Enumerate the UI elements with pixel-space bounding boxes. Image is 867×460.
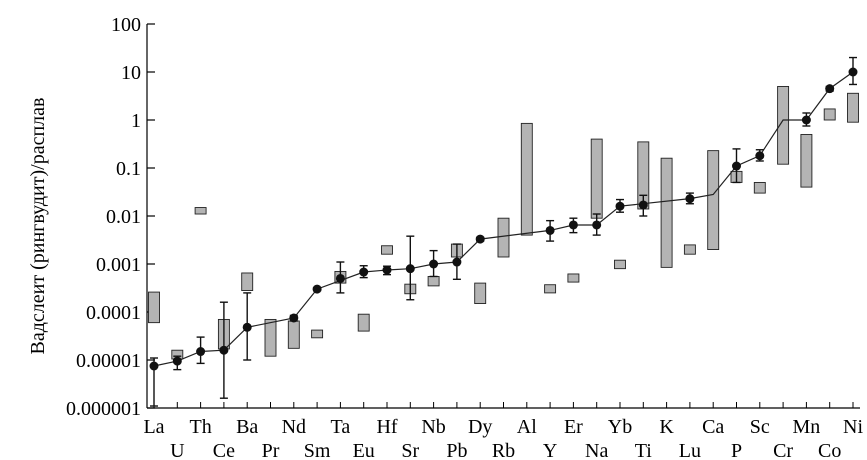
y-axis-title: Вадслеит (рингвудит)/расплав	[27, 98, 49, 355]
range-box	[474, 282, 487, 304]
data-point	[405, 264, 415, 274]
range-box	[660, 157, 673, 268]
data-point	[335, 273, 345, 283]
data-point	[475, 234, 485, 244]
x-tick-label: Co	[818, 440, 841, 460]
range-box	[590, 138, 603, 219]
y-tick-label: 0.0001	[86, 302, 141, 324]
range-box	[823, 108, 836, 121]
range-box	[777, 85, 790, 165]
data-point	[452, 257, 462, 267]
x-tick-label: Na	[585, 440, 608, 460]
x-tick-label: Eu	[353, 440, 375, 460]
data-point	[429, 259, 439, 269]
x-tick-label: Sm	[304, 440, 331, 460]
x-tick-label: Yb	[608, 416, 632, 438]
range-box	[357, 313, 370, 332]
range-box	[520, 122, 533, 236]
x-tick-label: Nb	[421, 416, 445, 438]
x-tick-label: La	[143, 416, 164, 438]
range-box	[381, 245, 393, 255]
data-point	[545, 225, 555, 235]
data-point	[149, 361, 159, 371]
x-tick-label: Rb	[492, 440, 515, 460]
y-tick-label: 0.01	[106, 206, 141, 228]
x-tick-label: Y	[543, 440, 557, 460]
range-box	[847, 92, 859, 123]
x-tick-label: Ni	[843, 416, 863, 438]
range-box	[614, 259, 626, 270]
y-tick-label: 10	[121, 62, 141, 84]
range-box	[311, 329, 324, 339]
data-point	[219, 345, 229, 355]
data-point	[755, 151, 765, 161]
x-tick-label: P	[731, 440, 742, 460]
data-point	[359, 267, 369, 277]
data-point	[312, 284, 322, 294]
data-point	[638, 200, 648, 210]
data-point	[825, 84, 835, 94]
y-tick-label: 1	[131, 110, 141, 132]
x-tick-label: Sr	[401, 440, 419, 460]
x-tick-label: Cr	[773, 440, 793, 460]
x-tick-label: Pr	[262, 440, 280, 460]
data-point	[732, 161, 741, 171]
x-tick-label: Ca	[702, 416, 724, 438]
range-box	[544, 284, 557, 294]
x-tick-label: Th	[189, 416, 211, 438]
range-box	[194, 207, 207, 215]
range-box	[800, 133, 813, 188]
x-tick-label: Dy	[468, 416, 492, 438]
y-tick-label: 0.001	[96, 254, 141, 276]
y-tick-label: 100	[111, 14, 141, 36]
x-tick-label: Mn	[793, 416, 821, 438]
range-box	[497, 217, 510, 258]
data-point	[568, 220, 578, 230]
x-tick-label: Pb	[446, 440, 467, 460]
x-tick-label: Ce	[213, 440, 235, 460]
x-tick-label: Ta	[331, 416, 351, 438]
range-box	[707, 150, 720, 251]
range-box	[287, 320, 300, 349]
data-point	[592, 220, 602, 230]
range-box	[264, 318, 277, 357]
data-point	[289, 313, 299, 323]
x-tick-label: Er	[564, 416, 583, 438]
y-tick-label: 0.000001	[66, 398, 141, 420]
data-point	[848, 67, 858, 77]
x-tick-label: Ba	[236, 416, 258, 438]
data-point	[685, 194, 695, 204]
x-tick-label: Lu	[679, 440, 701, 460]
x-tick-label: Sc	[750, 416, 770, 438]
data-point	[172, 356, 182, 366]
range-box	[148, 291, 160, 324]
range-box	[683, 244, 696, 255]
y-tick-label: 0.1	[116, 158, 141, 180]
x-tick-label: Ti	[635, 440, 653, 460]
range-box	[753, 181, 766, 194]
data-point	[801, 115, 811, 125]
data-point	[382, 265, 392, 275]
x-tick-label: Nd	[282, 416, 306, 438]
x-tick-label: K	[659, 416, 674, 438]
x-tick-label: U	[170, 440, 185, 460]
range-box	[567, 273, 580, 283]
x-tick-label: Hf	[376, 416, 397, 438]
y-tick-label: 0.00001	[76, 350, 141, 372]
x-tick-label: Al	[517, 416, 537, 438]
data-point	[196, 347, 206, 357]
range-box	[427, 276, 440, 287]
data-point	[242, 322, 252, 332]
range-box	[241, 272, 254, 291]
data-point	[615, 201, 625, 211]
